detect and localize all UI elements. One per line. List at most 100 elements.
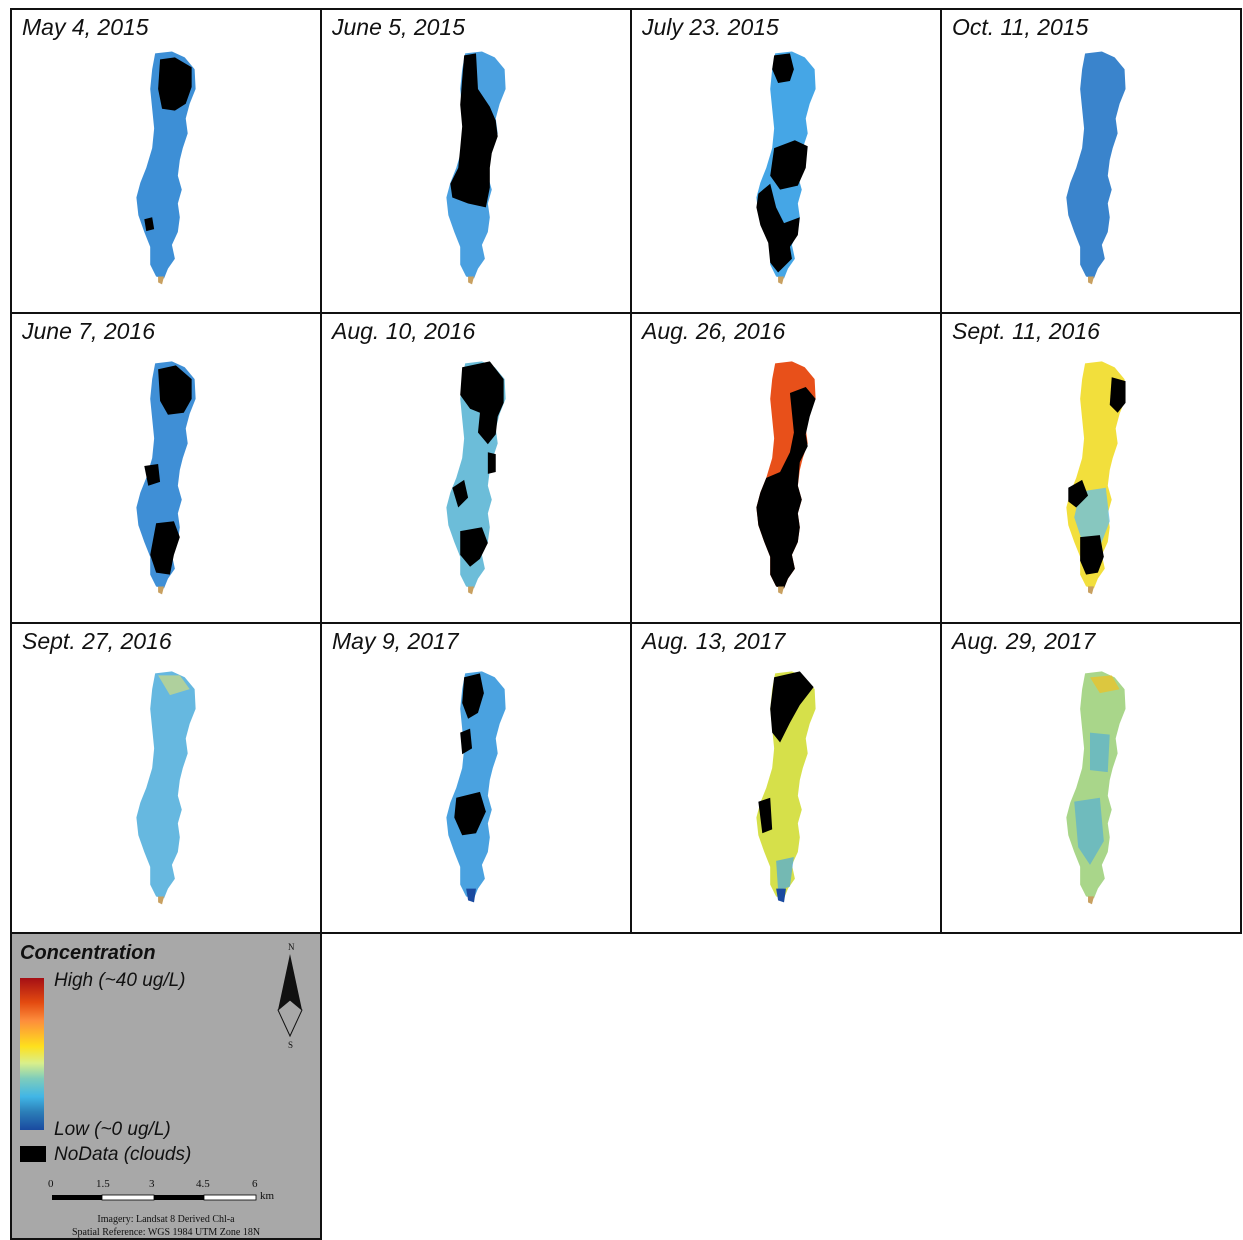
lake-map <box>756 671 816 903</box>
map-panel-june-5-2015: June 5, 2015 <box>320 8 632 314</box>
low-concentration-area <box>1090 732 1110 773</box>
north-arrow-icon: N S <box>277 942 303 1050</box>
lake-shape <box>1066 51 1126 279</box>
map-panel-aug-13-2017: Aug. 13, 2017 <box>630 622 942 934</box>
north-label: N <box>288 942 295 952</box>
lake-outlet <box>158 276 165 285</box>
lake-outlet <box>468 586 475 595</box>
imagery-credit: Imagery: Landsat 8 Derived Chl-a <box>97 1214 235 1225</box>
panel-date-label: May 4, 2015 <box>22 14 149 40</box>
lake-shape <box>756 671 816 899</box>
panel-date-label: Sept. 27, 2016 <box>22 628 172 654</box>
map-panel-may-4-2015: May 4, 2015 <box>10 8 322 314</box>
cloud-patch <box>454 791 486 836</box>
cloud-patch <box>487 452 496 474</box>
lake-shape <box>1066 671 1126 899</box>
panel-date-label: July 23. 2015 <box>642 14 779 40</box>
panel-date-label: Oct. 11, 2015 <box>952 14 1089 40</box>
map-panel-oct-11-2015: Oct. 11, 2015 <box>940 8 1242 314</box>
panel-date-label: Aug. 29, 2017 <box>952 628 1096 654</box>
map-panel-june-7-2016: June 7, 2016 <box>10 312 322 624</box>
lake-map <box>1066 51 1126 285</box>
lake-outlet <box>1088 896 1094 905</box>
cloud-patch <box>772 53 794 84</box>
panel-date-label: Aug. 10, 2016 <box>332 318 476 344</box>
map-panel-sept-27-2016: Sept. 27, 2016 <box>10 622 322 934</box>
cloud-patch <box>770 671 814 743</box>
lake-outlet <box>776 888 786 903</box>
legend-low-label: Low (~0 ug/L) <box>54 1119 171 1140</box>
cloud-patch <box>460 728 473 755</box>
scale-bar <box>52 1194 257 1201</box>
nodata-swatch <box>20 1146 46 1162</box>
scale-tick-label: 4.5 <box>196 1178 210 1190</box>
lake-map <box>136 361 196 595</box>
higher-concentration-area <box>158 675 190 696</box>
cloud-patch <box>150 521 180 575</box>
lake-shape <box>446 671 506 899</box>
panel-date-label: Aug. 26, 2016 <box>642 318 786 344</box>
legend-high-label: High (~40 ug/L) <box>54 970 186 991</box>
lake-outlet <box>466 888 476 903</box>
panel-date-label: Sept. 11, 2016 <box>952 318 1100 344</box>
cloud-patch <box>758 797 773 834</box>
lake-outlet <box>468 276 475 285</box>
cloud-patch <box>460 527 488 567</box>
lake-map <box>756 51 816 285</box>
lake-map <box>446 51 506 285</box>
lake-outlet <box>778 586 785 595</box>
color-ramp <box>20 978 44 1130</box>
lake-map <box>136 671 196 905</box>
scale-tick-label: 0 <box>48 1178 54 1190</box>
cloud-patch <box>756 387 816 589</box>
cloud-patch <box>460 361 504 445</box>
lake-shape <box>136 361 196 589</box>
legend-nodata-label: NoData (clouds) <box>54 1144 192 1165</box>
lake-shape <box>136 671 196 899</box>
panel-date-label: June 7, 2016 <box>22 318 156 344</box>
map-panel-sept-11-2016: Sept. 11, 2016 <box>940 312 1242 624</box>
cloud-patch <box>144 217 155 232</box>
lake-map <box>1066 671 1126 905</box>
lake-outlet <box>1088 586 1094 595</box>
low-concentration-area <box>1074 797 1104 865</box>
map-panel-aug-29-2017: Aug. 29, 2017 <box>940 622 1242 934</box>
cloud-patch <box>450 53 498 208</box>
cloud-patch <box>756 183 800 273</box>
lake-outlet <box>158 586 165 595</box>
panel-date-label: Aug. 13, 2017 <box>642 628 786 654</box>
cloud-patch <box>1080 535 1104 575</box>
lake-outlet <box>778 276 785 285</box>
higher-concentration-area <box>1090 675 1120 694</box>
scale-tick-label: 3 <box>149 1178 155 1190</box>
cloud-patch <box>770 140 808 190</box>
cloud-patch <box>1068 479 1089 508</box>
cloud-patch <box>144 464 161 486</box>
panel-date-label: June 5, 2015 <box>332 14 466 40</box>
lake-map <box>446 361 506 595</box>
map-panel-may-9-2017: May 9, 2017 <box>320 622 632 934</box>
map-figure: May 4, 2015 June 5, 2015 July 23. 2015 O… <box>10 8 1242 1240</box>
cloud-patch <box>158 365 192 415</box>
south-label: S <box>288 1040 293 1050</box>
lake-outlet <box>1088 276 1094 285</box>
panel-date-label: May 9, 2017 <box>332 628 459 654</box>
low-concentration-area <box>1074 487 1110 547</box>
cloud-patch <box>1109 377 1126 413</box>
map-panel-aug-10-2016: Aug. 10, 2016 <box>320 312 632 624</box>
map-panel-july-23-2015: July 23. 2015 <box>630 8 942 314</box>
lake-map <box>756 361 816 595</box>
lake-map <box>136 51 196 285</box>
lake-map <box>1066 361 1126 595</box>
legend-panel: Concentration High (~40 ug/L) Low (~0 ug… <box>10 932 322 1240</box>
low-concentration-area <box>776 856 794 891</box>
lake-map <box>446 671 506 903</box>
scale-tick-label: 1.5 <box>96 1178 110 1190</box>
cloud-patch <box>462 673 484 719</box>
scale-tick-label: 6 <box>252 1178 258 1190</box>
lake-outlet <box>158 896 165 905</box>
cloud-patch <box>158 57 192 111</box>
map-panel-aug-26-2016: Aug. 26, 2016 <box>630 312 942 624</box>
legend-title: Concentration <box>20 942 156 964</box>
scale-unit-label: km <box>260 1190 275 1202</box>
